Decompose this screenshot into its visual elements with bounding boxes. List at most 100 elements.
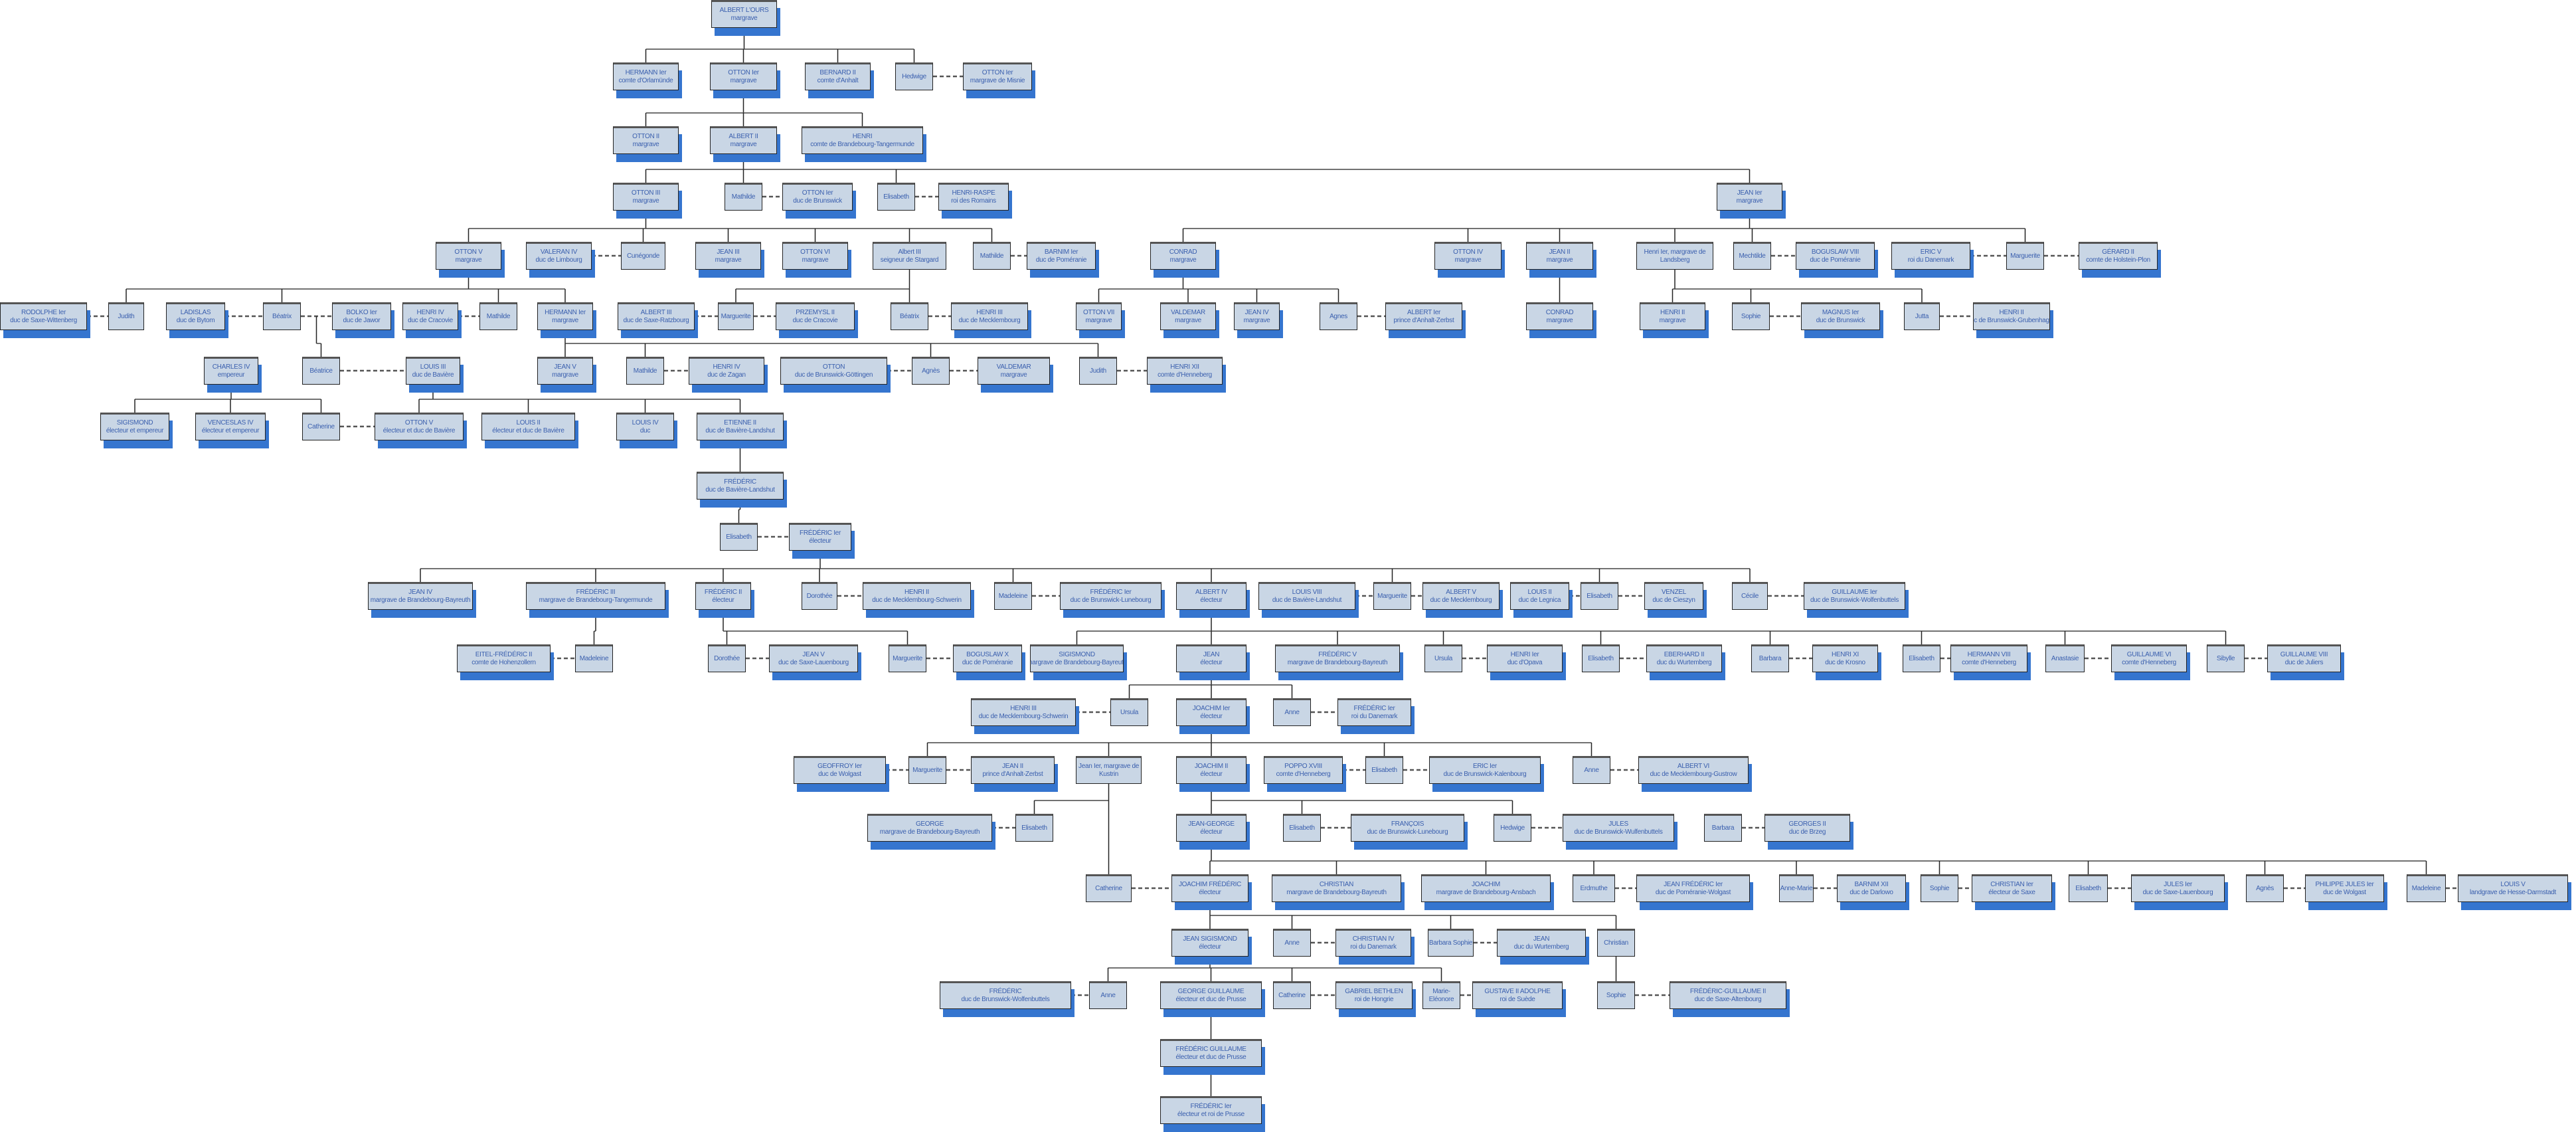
person-node-beatrice[interactable]: Béatrice xyxy=(302,357,340,385)
person-node-anne[interactable]: Anne xyxy=(1273,698,1311,726)
person-node-frederic-bw[interactable]: FRÉDÉRIC duc de Brunswick-Wolfenbuttels xyxy=(940,981,1071,1009)
person-node-guillaume8[interactable]: GUILLAUME VIII duc de Juliers xyxy=(2267,644,2341,672)
person-node-joachim-fred[interactable]: JOACHIM FRÉDÉRIC électeur xyxy=(1171,874,1248,902)
person-node-venzel[interactable]: VENZEL duc de Cieszyn xyxy=(1644,582,1703,610)
person-node-jean4[interactable]: JEAN IV margrave xyxy=(1234,302,1280,330)
person-node-henri1-lands[interactable]: Henri Ier, margrave de Landsberg xyxy=(1636,242,1713,270)
person-node-anne2[interactable]: Anne xyxy=(1573,756,1610,784)
person-node-jean1-kus[interactable]: Jean Ier, margrave de Kustrin xyxy=(1076,756,1142,784)
person-node-sophie[interactable]: Sophie xyxy=(1732,302,1770,330)
person-node-george-guillaume[interactable]: GEORGE GUILLAUME électeur et duc de Pruss… xyxy=(1160,981,1262,1009)
person-node-sigismond-bb[interactable]: SIGISMOND margrave de Brandebourg-Bayreut… xyxy=(1030,644,1124,672)
person-node-barbara2[interactable]: Barbara xyxy=(1704,814,1742,842)
person-node-elisabeth8[interactable]: Elisabeth xyxy=(1283,814,1321,842)
person-node-jean-wur[interactable]: JEAN duc du Wurtemberg xyxy=(1497,929,1586,957)
person-node-henri12[interactable]: HENRI XII comte d'Henneberg xyxy=(1147,357,1223,385)
person-node-joachim2[interactable]: JOACHIM II électeur xyxy=(1176,756,1246,784)
person-node-henri4-crac[interactable]: HENRI IV duc de Cracovie xyxy=(402,302,458,330)
person-node-dorothee2[interactable]: Dorothée xyxy=(708,644,746,672)
person-node-dorothee[interactable]: Dorothée xyxy=(802,582,837,610)
person-node-erdmuthe[interactable]: Erdmuthe xyxy=(1573,874,1615,902)
person-node-jules1[interactable]: JULES Ier duc de Saxe-Lauenbourg xyxy=(2131,874,2225,902)
person-node-jean2[interactable]: JEAN II margrave xyxy=(1526,242,1593,270)
person-node-louis2-leg[interactable]: LOUIS II duc de Legnica xyxy=(1510,582,1569,610)
person-node-mathilde2[interactable]: Mathilde xyxy=(973,242,1011,270)
person-node-hermann8[interactable]: HERMANN VIII comte d'Henneberg xyxy=(1950,644,2027,672)
person-node-marguerite5[interactable]: Marguerite xyxy=(908,756,946,784)
person-node-eitel[interactable]: EITEL-FRÉDÉRIC II comte de Hohenzollern xyxy=(457,644,551,672)
person-node-catherine2[interactable]: Catherine xyxy=(1086,874,1132,902)
person-node-albert6[interactable]: ALBERT VI duc de Mecklembourg-Gustrow xyxy=(1638,756,1749,784)
person-node-cunegonde[interactable]: Cunégonde xyxy=(621,242,665,270)
person-node-francois[interactable]: FRANÇOIS duc de Brunswick-Lunebourg xyxy=(1351,814,1464,842)
person-node-venceslas4[interactable]: VENCESLAS IV électeur et empereur xyxy=(195,413,266,440)
person-node-eberhard2[interactable]: EBERHARD II duc du Wurtemberg xyxy=(1646,644,1722,672)
person-node-christian1[interactable]: CHRISTIAN Ier électeur de Saxe xyxy=(1972,874,2052,902)
person-node-elisabeth3[interactable]: Elisabeth xyxy=(1581,582,1618,610)
person-node-louis8[interactable]: LOUIS VIII duc de Bavière-Landshut xyxy=(1258,582,1355,610)
person-node-mechtilde[interactable]: Mechtilde xyxy=(1733,242,1771,270)
person-node-charles4[interactable]: CHARLES IV empereur xyxy=(204,357,258,385)
person-node-albert-ours[interactable]: ALBERT L'OURS margrave xyxy=(711,0,777,28)
person-node-jean3[interactable]: JEAN III margrave xyxy=(695,242,761,270)
person-node-barbara[interactable]: Barbara xyxy=(1751,644,1789,672)
person-node-elisabeth4[interactable]: Elisabeth xyxy=(1582,644,1620,672)
person-node-bernard2[interactable]: BERNARD II comte d'Anhalt xyxy=(805,62,871,90)
person-node-henri-tang[interactable]: HENRI comte de Brandebourg-Tangermunde xyxy=(802,126,923,154)
person-node-hermann1[interactable]: HERMANN Ier comte d'Orlamünde xyxy=(613,62,679,90)
person-node-henri2[interactable]: HENRI II margrave xyxy=(1640,302,1705,330)
person-node-catherine[interactable]: Catherine xyxy=(302,413,340,440)
person-node-catherine3[interactable]: Catherine xyxy=(1273,981,1311,1009)
person-node-jean-george[interactable]: JEAN-GEORGE électeur xyxy=(1176,814,1246,842)
person-node-frederic1[interactable]: FRÉDÉRIC Ier électeur xyxy=(789,523,851,551)
person-node-albert1-zerbst[interactable]: ALBERT Ier prince d'Anhalt-Zerbst xyxy=(1385,302,1462,330)
person-node-marguerite3[interactable]: Marguerite xyxy=(1373,582,1411,610)
person-node-henri1-op[interactable]: HENRI Ier duc d'Opava xyxy=(1487,644,1563,672)
person-node-cecile[interactable]: Cécile xyxy=(1732,582,1768,610)
person-node-ladislas[interactable]: LADISLAS duc de Bytom xyxy=(166,302,225,330)
person-node-marguerite4[interactable]: Marguerite xyxy=(889,644,926,672)
person-node-jean1[interactable]: JEAN Ier margrave xyxy=(1717,183,1782,211)
person-node-barbara-sophie[interactable]: Barbara Sophie xyxy=(1428,929,1474,957)
person-node-judith[interactable]: Judith xyxy=(108,302,144,330)
person-node-elisabeth2[interactable]: Elisabeth xyxy=(720,523,758,551)
person-node-marguerite2[interactable]: Marguerite xyxy=(718,302,754,330)
person-node-christian[interactable]: CHRISTIAN margrave de Brandebourg-Bayreut… xyxy=(1272,874,1401,902)
person-node-beatrix2[interactable]: Béatrix xyxy=(891,302,928,330)
person-node-rodolphe1[interactable]: RODOLPHE Ier duc de Saxe-Wittenberg xyxy=(0,302,87,330)
person-node-frederic1-bl[interactable]: FRÉDÉRIC Ier duc de Brunswick-Lunebourg xyxy=(1060,582,1161,610)
person-node-valeran4[interactable]: VALERAN IV duc de Limbourg xyxy=(526,242,592,270)
person-node-jean2-az[interactable]: JEAN II prince d'Anhalt-Zerbst xyxy=(971,756,1055,784)
person-node-otton4[interactable]: OTTON IV margrave xyxy=(1434,242,1502,270)
person-node-henri2-ms[interactable]: HENRI II duc de Mecklembourg-Schwerin xyxy=(863,582,971,610)
person-node-sigismond[interactable]: SIGISMOND électeur et empereur xyxy=(100,413,169,440)
person-node-otton1[interactable]: OTTON Ier margrave xyxy=(710,62,777,90)
person-node-sophie3[interactable]: Sophie xyxy=(1597,981,1635,1009)
person-node-henri3-ms[interactable]: HENRI III duc de Mecklembourg-Schwerin xyxy=(971,698,1076,726)
person-node-henri4-zagan[interactable]: HENRI IV duc de Zagan xyxy=(689,357,764,385)
person-node-louis2[interactable]: LOUIS II électeur et duc de Bavière xyxy=(481,413,575,440)
person-node-otton1-brunswick[interactable]: OTTON Ier duc de Brunswick xyxy=(782,183,853,211)
person-node-agnes3[interactable]: Agnès xyxy=(2246,874,2284,902)
person-node-jules[interactable]: JULES duc de Brunswick-Wulfenbuttels xyxy=(1563,814,1674,842)
person-node-jean4-bay[interactable]: JEAN IV margrave de Brandebourg-Bayreuth xyxy=(368,582,473,610)
person-node-otton6[interactable]: OTTON VI margrave xyxy=(782,242,848,270)
person-node-frederic-guillaume[interactable]: FRÉDÉRIC GUILLAUME électeur et duc de Pru… xyxy=(1160,1039,1262,1067)
person-node-elisabeth7[interactable]: Elisabeth xyxy=(1015,814,1053,842)
person-node-frederic2[interactable]: FRÉDÉRIC II électeur xyxy=(695,582,751,610)
person-node-ursula[interactable]: Ursula xyxy=(1424,644,1462,672)
person-node-agnes2[interactable]: Agnès xyxy=(912,357,950,385)
person-node-hedwige[interactable]: Hedwige xyxy=(895,62,933,90)
person-node-conrad[interactable]: CONRAD margrave xyxy=(1150,242,1216,270)
person-node-ursula2[interactable]: Ursula xyxy=(1110,698,1148,726)
person-node-albert4[interactable]: ALBERT IV électeur xyxy=(1176,582,1246,610)
person-node-anne3[interactable]: Anne xyxy=(1273,929,1311,957)
person-node-jean-el[interactable]: JEAN électeur xyxy=(1176,644,1246,672)
person-node-albert3-ratz[interactable]: ALBERT III duc de Saxe-Ratzbourg xyxy=(618,302,695,330)
